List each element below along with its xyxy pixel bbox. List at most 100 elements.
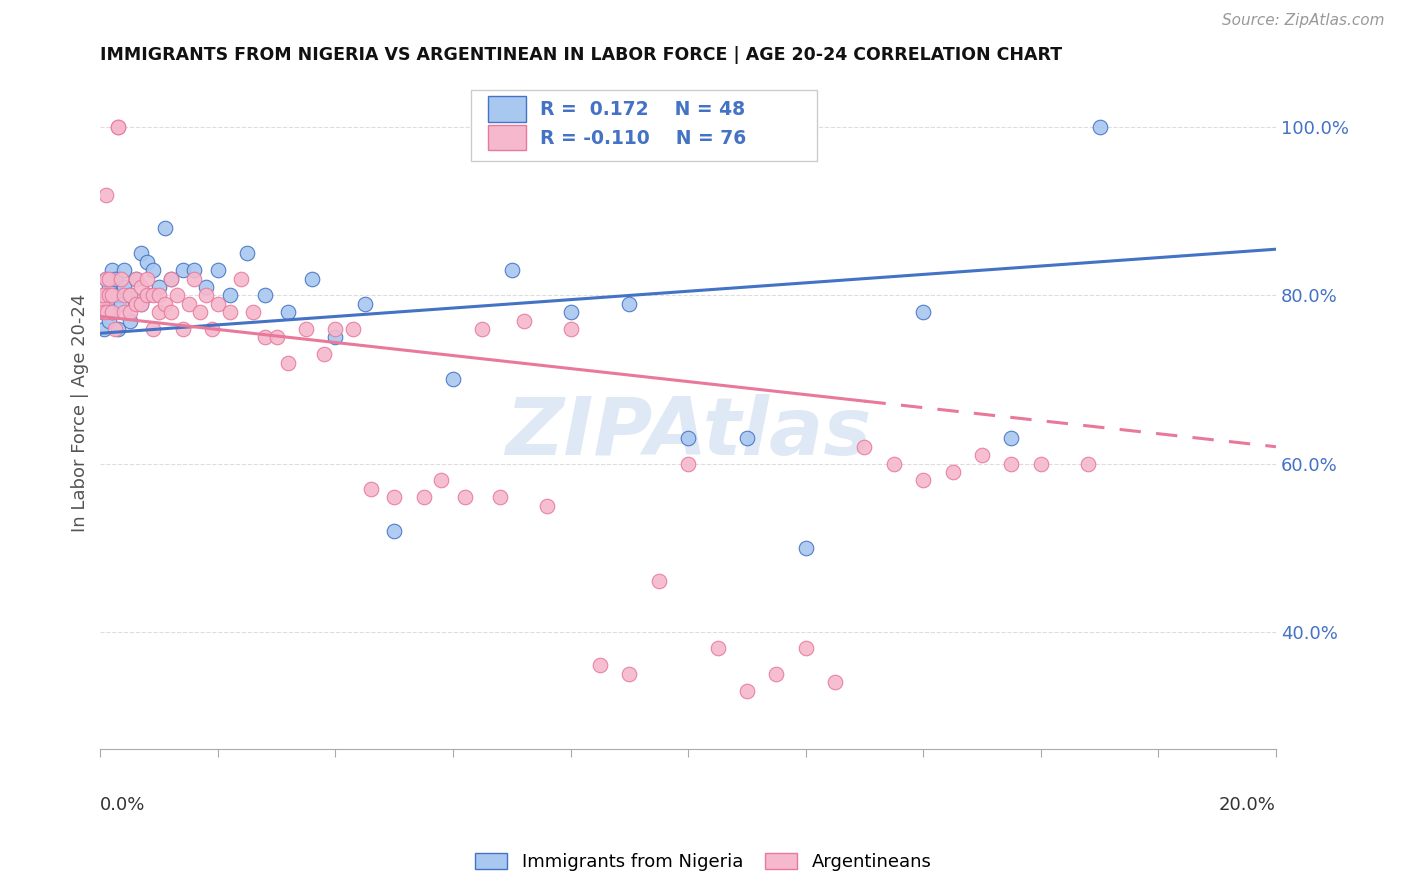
Point: [148, 305, 170, 319]
Point: [648, 574, 671, 589]
Point: [101, 305, 124, 319]
Point: [295, 322, 318, 336]
Point: [942, 465, 965, 479]
Point: [266, 330, 288, 344]
Point: [342, 322, 364, 336]
Text: R =  0.172    N = 48: R = 0.172 N = 48: [540, 100, 745, 120]
Point: [118, 313, 141, 327]
Point: [107, 120, 129, 135]
Point: [91, 297, 114, 311]
Point: [153, 297, 176, 311]
Point: [166, 288, 188, 302]
Point: [112, 288, 135, 302]
Point: [312, 347, 335, 361]
Point: [253, 288, 276, 302]
Point: [242, 305, 264, 319]
Point: [1077, 457, 1099, 471]
Point: [1000, 457, 1022, 471]
Point: [471, 322, 494, 336]
Point: [301, 271, 323, 285]
Point: [96, 271, 118, 285]
FancyBboxPatch shape: [488, 96, 526, 122]
Point: [101, 263, 124, 277]
Point: [107, 120, 129, 135]
Point: [142, 263, 165, 277]
Point: [912, 305, 935, 319]
Point: [112, 263, 135, 277]
Point: [91, 288, 114, 302]
Point: [883, 457, 905, 471]
Point: [98, 288, 121, 302]
Point: [912, 474, 935, 488]
Point: [277, 305, 299, 319]
Point: [706, 641, 728, 656]
Point: [136, 271, 159, 285]
Point: [142, 322, 165, 336]
Point: [231, 271, 253, 285]
Point: [160, 271, 183, 285]
Point: [354, 297, 377, 311]
Point: [96, 187, 118, 202]
Point: [136, 255, 159, 269]
Point: [136, 288, 159, 302]
Y-axis label: In Labor Force | Age 20-24: In Labor Force | Age 20-24: [72, 294, 89, 533]
Point: [236, 246, 259, 260]
Point: [325, 330, 347, 344]
Point: [430, 474, 453, 488]
Point: [124, 271, 146, 285]
Point: [765, 666, 787, 681]
Point: [98, 280, 121, 294]
Text: R = -0.110    N = 76: R = -0.110 N = 76: [540, 128, 747, 147]
Point: [177, 297, 200, 311]
Point: [512, 313, 534, 327]
Point: [501, 263, 523, 277]
Point: [112, 280, 135, 294]
Point: [131, 246, 153, 260]
Point: [853, 440, 876, 454]
Point: [218, 288, 240, 302]
Point: [160, 271, 183, 285]
Point: [110, 297, 132, 311]
Point: [131, 297, 153, 311]
Text: IMMIGRANTS FROM NIGERIA VS ARGENTINEAN IN LABOR FORCE | AGE 20-24 CORRELATION CH: IMMIGRANTS FROM NIGERIA VS ARGENTINEAN I…: [100, 46, 1063, 64]
Legend: Immigrants from Nigeria, Argentineans: Immigrants from Nigeria, Argentineans: [467, 846, 939, 879]
Point: [118, 288, 141, 302]
Point: [98, 313, 121, 327]
Point: [183, 263, 205, 277]
Point: [183, 271, 205, 285]
Point: [382, 490, 405, 504]
FancyBboxPatch shape: [471, 90, 817, 161]
Point: [96, 288, 118, 302]
Point: [98, 271, 121, 285]
Point: [153, 221, 176, 235]
Point: [101, 288, 124, 302]
Point: [1029, 457, 1052, 471]
Text: ZIPAtlas: ZIPAtlas: [505, 394, 872, 472]
Point: [118, 305, 141, 319]
Point: [441, 372, 464, 386]
Point: [207, 263, 229, 277]
Point: [589, 658, 612, 673]
Point: [112, 305, 135, 319]
Point: [382, 524, 405, 538]
Point: [970, 448, 993, 462]
Point: [536, 499, 558, 513]
Point: [148, 280, 170, 294]
Point: [142, 288, 165, 302]
Point: [136, 288, 159, 302]
Point: [794, 641, 817, 656]
Point: [794, 541, 817, 555]
Point: [277, 356, 299, 370]
Point: [1088, 120, 1111, 135]
Point: [360, 482, 382, 496]
Point: [325, 322, 347, 336]
Point: [104, 322, 127, 336]
Point: [96, 297, 118, 311]
Point: [489, 490, 512, 504]
Point: [454, 490, 477, 504]
Point: [104, 271, 127, 285]
Point: [124, 297, 146, 311]
FancyBboxPatch shape: [488, 125, 526, 150]
Point: [188, 305, 211, 319]
Point: [824, 675, 846, 690]
